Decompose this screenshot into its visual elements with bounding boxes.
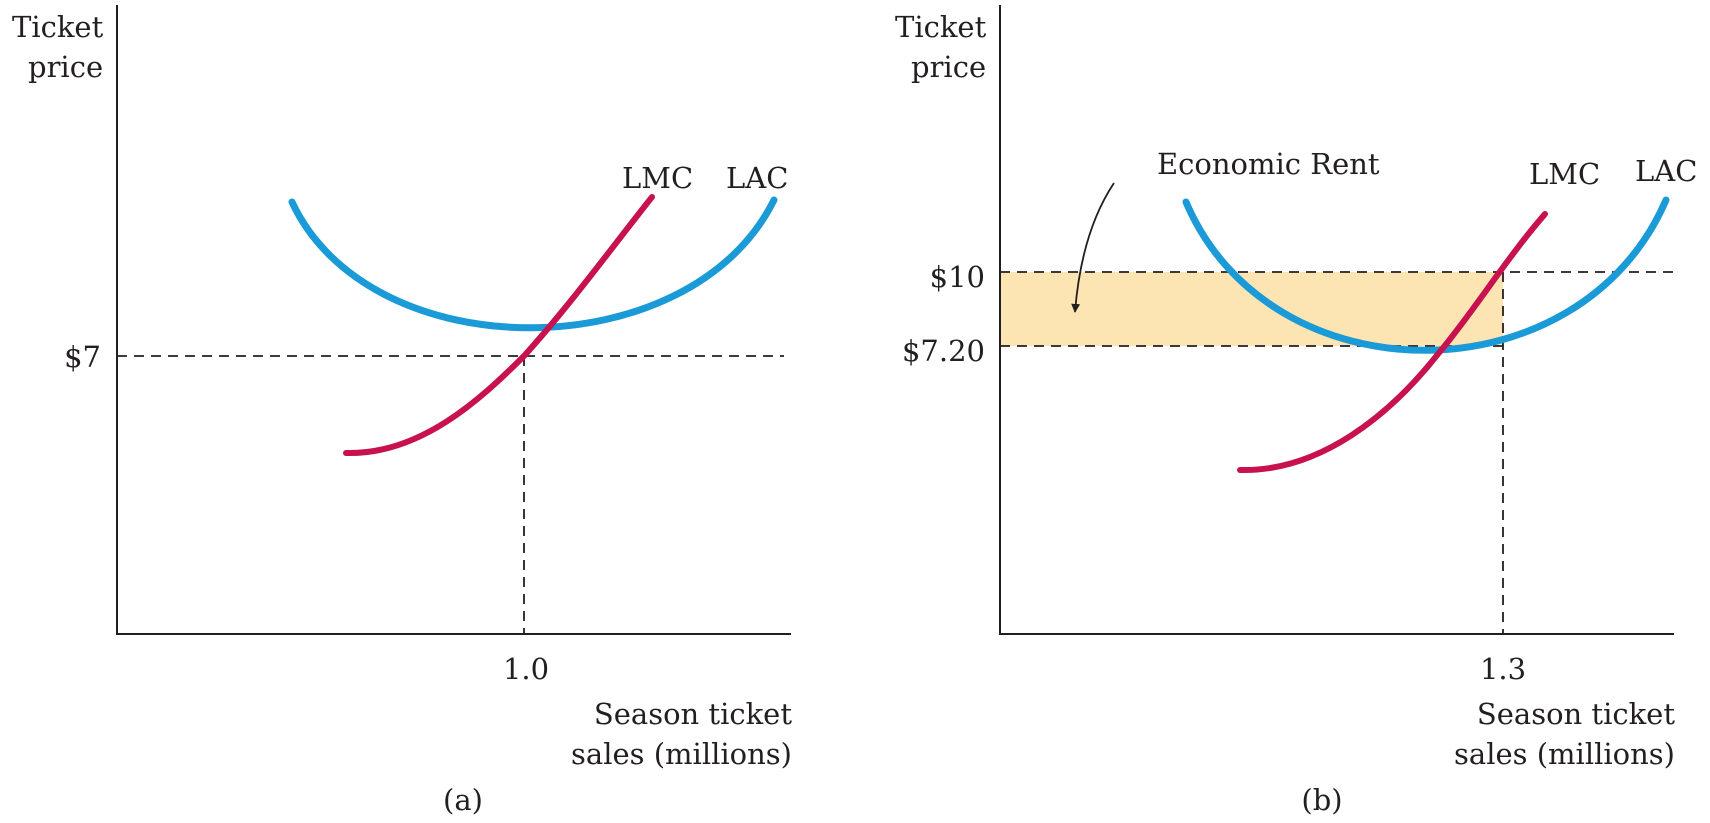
- panel-a-x-axis-label-line2: sales (millions): [571, 737, 792, 771]
- panel-a-x-axis-label-line1: Season ticket: [594, 697, 792, 731]
- panel-b-x-axis-label-line1: Season ticket: [1477, 697, 1675, 731]
- panel-b-economic-rent-area: [1000, 272, 1503, 346]
- panel-b-y-axis-label-line1: Ticket: [895, 10, 987, 44]
- panel-a-y-axis-label-line1: Ticket: [12, 10, 104, 44]
- panel-a-lmc-curve: [343, 194, 655, 457]
- panel-b-annotation-arrow-icon: [1071, 182, 1115, 313]
- panel-b-lac-curve: [1182, 196, 1670, 354]
- panel-b-label: (b): [1301, 783, 1342, 817]
- panel-b-y-axis-label-line2: price: [911, 50, 986, 84]
- panel-b-price-tick-low: $7.20: [902, 334, 985, 368]
- panel-a-quantity-tick: 1.0: [503, 652, 549, 686]
- panel-a-lac-label: LAC: [726, 161, 788, 195]
- panel-a: Ticket price LMC LAC $7 1.0 Season ticke…: [12, 5, 792, 817]
- panel-b: Ticket price Economic Rent LMC LAC $10 $…: [895, 5, 1697, 817]
- panel-b-x-axis-label-line2: sales (millions): [1454, 737, 1675, 771]
- panel-a-lac-curve: [288, 196, 778, 332]
- panel-a-price-tick: $7: [64, 340, 101, 374]
- panel-b-axes: [999, 5, 1674, 635]
- panel-a-label: (a): [443, 783, 483, 817]
- panel-a-y-axis-label-line2: price: [28, 50, 103, 84]
- panel-b-lmc-label: LMC: [1529, 157, 1600, 191]
- panel-b-economic-rent-annotation: Economic Rent: [1157, 147, 1380, 181]
- panel-b-price-tick-high: $10: [930, 260, 985, 294]
- panel-a-axes: [116, 5, 791, 635]
- panel-b-quantity-tick: 1.3: [1480, 652, 1526, 686]
- panel-b-lmc-curve: [1237, 211, 1548, 474]
- panel-b-lac-label: LAC: [1635, 154, 1697, 188]
- panel-a-lmc-label: LMC: [622, 161, 693, 195]
